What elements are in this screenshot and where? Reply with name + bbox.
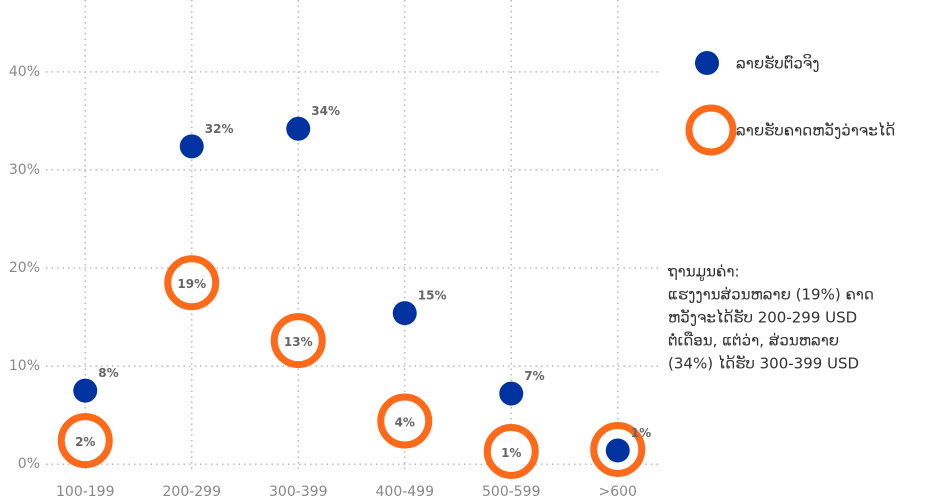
y-tick-label: 10% bbox=[9, 358, 40, 374]
actual-marker bbox=[286, 116, 311, 141]
actual-marker bbox=[605, 438, 630, 463]
annotation: (34%) ໄດ້ຮັບ 300-399 USD bbox=[668, 353, 859, 372]
actual-marker bbox=[499, 381, 524, 406]
annotation: ແຮງງານສ່ວນຫລາຍ (19%) ຄາດ bbox=[668, 286, 874, 304]
value-label: 13% bbox=[284, 335, 313, 349]
value-label: 32% bbox=[205, 122, 234, 136]
annotation: ຫວັງຈະໄດ້ຮັບ 200-299 USD bbox=[668, 307, 857, 326]
legend-label: ລາຍຮັບຄາດຫວັງວ່າຈະໄດ້ bbox=[736, 120, 895, 139]
x-tick-label: >600 bbox=[599, 484, 637, 500]
annotation: ຖານມູນຄ່າ: bbox=[668, 263, 740, 282]
x-tick-label: 500-599 bbox=[482, 484, 541, 500]
value-label: 4% bbox=[395, 416, 415, 430]
y-tick-label: 20% bbox=[9, 260, 40, 276]
value-label: 8% bbox=[98, 366, 118, 380]
x-tick-label: 300-399 bbox=[269, 484, 328, 500]
value-label: 15% bbox=[418, 289, 447, 303]
value-label: 7% bbox=[524, 369, 544, 383]
expected-marker bbox=[377, 393, 433, 449]
actual-marker bbox=[73, 378, 98, 403]
annotation: ຕໍ່ເດືອນ, ແຕ່ວ່າ, ສ່ວນຫລາຍ bbox=[668, 330, 839, 349]
expected-marker bbox=[164, 255, 220, 311]
value-label: 1% bbox=[631, 426, 651, 440]
y-tick-label: 40% bbox=[9, 64, 40, 80]
actual-marker bbox=[392, 301, 417, 326]
value-label: 1% bbox=[501, 446, 521, 460]
y-tick-label: 0% bbox=[18, 456, 40, 472]
x-tick-label: 100-199 bbox=[56, 484, 115, 500]
x-tick-label: 400-499 bbox=[376, 484, 435, 500]
expected-marker bbox=[483, 423, 539, 479]
value-label: 2% bbox=[75, 435, 95, 449]
expected-marker bbox=[270, 313, 326, 369]
expected-marker bbox=[57, 413, 113, 469]
legend-marker bbox=[695, 51, 719, 75]
x-tick-label: 200-299 bbox=[163, 484, 222, 500]
value-label: 19% bbox=[177, 277, 206, 291]
y-tick-label: 30% bbox=[9, 162, 40, 178]
actual-marker bbox=[179, 134, 204, 159]
value-label: 34% bbox=[311, 104, 340, 118]
legend-marker bbox=[685, 104, 737, 156]
legend-label: ລາຍຮັບຕົວຈິງ bbox=[736, 53, 820, 72]
